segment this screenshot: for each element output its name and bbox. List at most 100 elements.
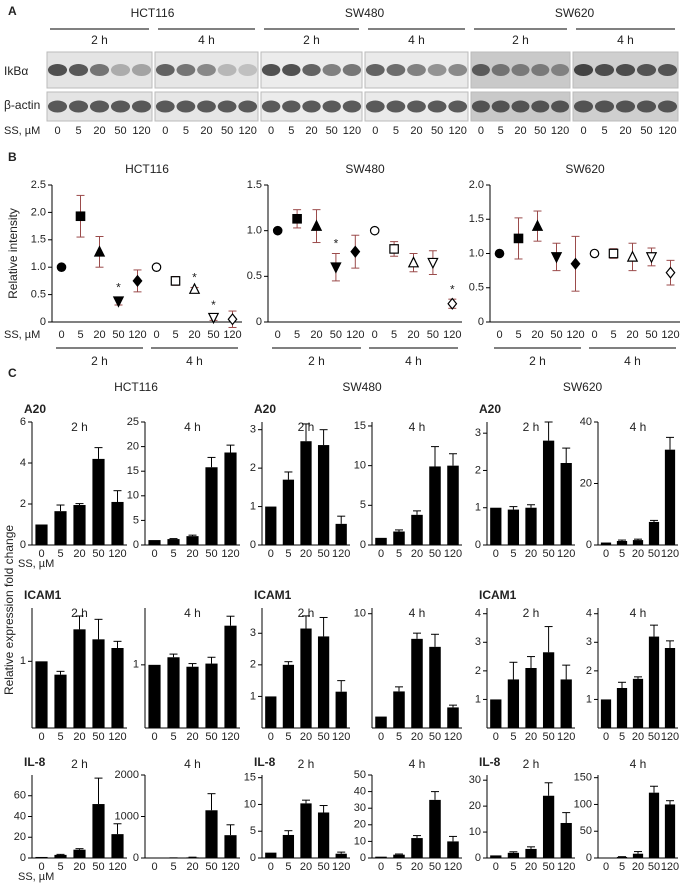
x-tick-label: 5 — [57, 548, 63, 560]
dose-label: 120 — [132, 125, 150, 137]
x-tick-label: 5 — [510, 861, 516, 873]
y-tick-label: 2 — [475, 665, 481, 677]
gene-label: A20 — [24, 402, 46, 416]
chart-title: SW620 — [565, 162, 605, 176]
y-tick-label: 1 — [250, 690, 256, 702]
x-tick-label: 5 — [285, 861, 291, 873]
bar — [447, 707, 459, 728]
time-label: 4 h — [617, 33, 634, 47]
marker — [292, 213, 302, 224]
time-label: 4 h — [409, 420, 426, 434]
bar — [167, 539, 180, 545]
time-label: 4 h — [184, 606, 201, 620]
blot-band — [615, 100, 636, 113]
marker — [330, 262, 342, 274]
y-tick-label: 6 — [20, 416, 26, 428]
y-tick-label: 1.5 — [31, 234, 46, 246]
bar — [186, 857, 199, 858]
blot-band — [47, 100, 68, 113]
blot-band — [511, 100, 530, 113]
time-label: 2 h — [303, 33, 320, 47]
y-tick-label: 20 — [580, 477, 592, 489]
y-axis-label: Relative expression fold change — [2, 525, 16, 695]
y-tick-label: 2 — [250, 462, 256, 474]
blot-band — [131, 100, 152, 113]
bar — [542, 795, 555, 858]
bar — [542, 440, 555, 545]
bar — [317, 636, 330, 728]
dose-label: 120 — [658, 125, 676, 137]
gene-label: A20 — [254, 402, 276, 416]
y-tick-label: 0 — [256, 316, 262, 328]
dose-label: 5 — [498, 125, 504, 137]
bar — [300, 803, 312, 858]
marker — [132, 274, 143, 288]
y-tick-label: 15 — [244, 772, 256, 784]
x-tick-label: 50 — [429, 731, 441, 743]
y-tick-label: 50 — [354, 769, 366, 781]
marker — [75, 211, 86, 222]
blot-band — [636, 100, 657, 113]
chart-title: HCT116 — [125, 162, 169, 176]
x-tick-label: 5 — [285, 548, 291, 560]
marker — [513, 233, 524, 244]
x-tick-label: 0 — [372, 329, 378, 341]
gene-label: ICAM1 — [479, 588, 517, 602]
dose-label: 5 — [75, 125, 81, 137]
y-tick-label: 30 — [469, 774, 481, 786]
y-tick-label: 0 — [360, 539, 366, 551]
x-tick-label: 20 — [300, 731, 312, 743]
blot-band — [531, 100, 550, 113]
y-tick-label: 2 — [250, 659, 256, 671]
blot-band — [282, 100, 301, 113]
time-label: 2 h — [298, 606, 315, 620]
x-tick-label: 0 — [268, 548, 274, 560]
y-tick-label: 1 — [475, 693, 481, 705]
bar — [648, 636, 660, 728]
marker — [272, 225, 283, 236]
bar — [429, 799, 441, 858]
y-tick-label: 1 — [586, 693, 592, 705]
y-tick-label: 5 — [360, 499, 366, 511]
x-tick-label: 120 — [223, 329, 241, 341]
dose-label: 50 — [534, 125, 546, 137]
time-label: 4 h — [184, 420, 201, 434]
x-tick-label: 50 — [205, 731, 217, 743]
x-tick-label: 50 — [542, 731, 554, 743]
y-tick-label: 3 — [586, 636, 592, 648]
y-tick-label: 1.5 — [247, 179, 262, 191]
x-tick-label: 0 — [151, 548, 157, 560]
bar — [616, 541, 628, 545]
blot-band — [68, 64, 89, 76]
x-tick-label: 120 — [444, 548, 462, 560]
bar — [507, 679, 520, 728]
chart-title: SW480 — [345, 162, 385, 176]
blot-band — [131, 64, 152, 76]
x-tick-label: 5 — [396, 548, 402, 560]
dose-label: 5 — [288, 125, 294, 137]
x-tick-label: 20 — [525, 731, 537, 743]
blot-band — [322, 64, 341, 76]
marker — [310, 219, 323, 231]
bar — [525, 507, 537, 545]
blot-band — [176, 64, 196, 76]
chart-title: SW480 — [342, 380, 382, 394]
x-tick-label: 20 — [411, 548, 423, 560]
dose-label: 20 — [93, 125, 105, 137]
time-label: 4 h — [630, 420, 647, 434]
bar — [507, 852, 520, 858]
x-tick-label: 120 — [557, 861, 575, 873]
y-tick-label: 4 — [20, 457, 26, 469]
dose-label: 0 — [478, 125, 484, 137]
time-label: 2 h — [71, 420, 88, 434]
dose-label: 50 — [640, 125, 652, 137]
y-tick-label: 0.5 — [247, 270, 262, 282]
y-tick-label: 10 — [127, 490, 139, 502]
blot-band — [155, 64, 175, 76]
bar — [375, 537, 387, 545]
x-tick-label: 5 — [510, 548, 516, 560]
x-tick-label: 120 — [661, 861, 679, 873]
bar — [35, 661, 48, 728]
blot-band — [47, 64, 68, 76]
panel-label: C — [8, 366, 17, 380]
